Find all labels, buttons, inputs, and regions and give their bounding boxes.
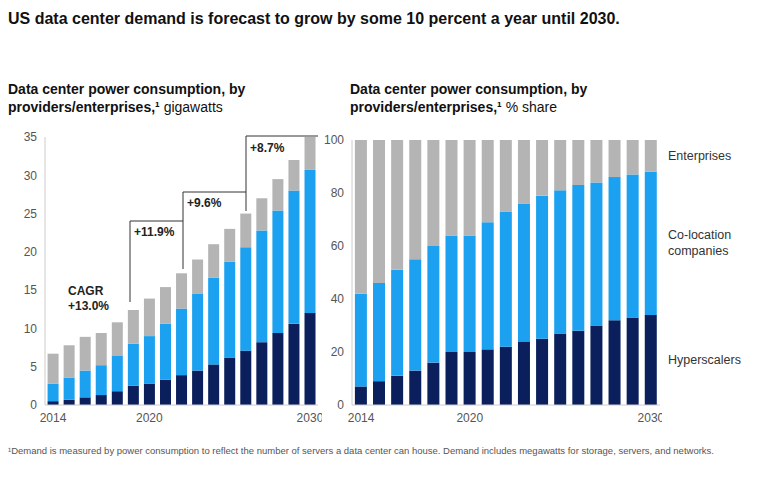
html-text:US data center demand is forec: US data center demand is forecast to gro… [8,10,620,27]
html-text:Enterprises: Enterprises [668,148,732,163]
svg-text:+9.6%: +9.6% [187,196,222,210]
svg-text:2030: 2030 [297,411,322,425]
svg-text:40: 40 [331,292,345,306]
svg-text:+13.0%: +13.0% [68,299,109,313]
svg-text:25: 25 [24,207,38,221]
svg-text:80: 80 [331,186,345,200]
svg-text:+11.9%: +11.9% [134,225,175,239]
svg-text:30: 30 [24,169,38,183]
html-text:Co-location companies: Co-location companies [668,228,732,259]
svg-text:35: 35 [24,130,38,144]
svg-text:2014: 2014 [348,411,375,425]
svg-text:2020: 2020 [136,411,163,425]
svg-text:0: 0 [30,398,37,412]
svg-text:2020: 2020 [456,411,483,425]
svg-text:CAGR: CAGR [68,284,104,298]
svg-text:20: 20 [24,245,38,259]
svg-text:2014: 2014 [40,411,67,425]
svg-text:2030: 2030 [638,411,662,425]
svg-text:5: 5 [30,360,37,374]
svg-text:100: 100 [324,133,344,147]
svg-text:0: 0 [337,398,344,412]
svg-text:+8.7%: +8.7% [250,141,285,155]
html-text:Data center power consumption,: Data center power consumption, by provid… [350,81,588,115]
html-text:Hyperscalers: Hyperscalers [668,352,741,367]
svg-text:20: 20 [331,345,345,359]
svg-text:10: 10 [24,322,38,336]
html-text:Data center power consumption,: Data center power consumption, by provid… [8,81,246,115]
svg-text:15: 15 [24,283,38,297]
html-text:¹Demand is measured by power c: ¹Demand is measured by power consumption… [8,445,714,456]
svg-text:60: 60 [331,239,345,253]
